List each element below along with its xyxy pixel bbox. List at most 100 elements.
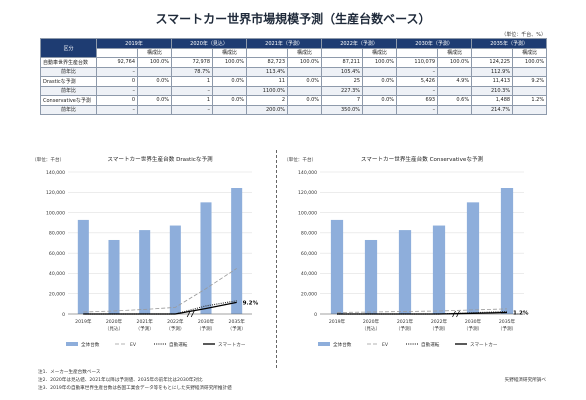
- legend-label: 全体台数: [81, 341, 100, 348]
- row-yoy-label: 前年比: [40, 66, 97, 77]
- x-tick-label: （予測）: [227, 325, 245, 332]
- x-tick-label: 2030年: [198, 318, 215, 325]
- legend-label: スマートカー: [470, 342, 498, 348]
- header-year: 2020年（見込）: [171, 38, 248, 49]
- note-3: 注3．2019年の自動車世界生産台数は各国工業会データ等をもとにした矢野経済研究…: [38, 386, 232, 391]
- legend-swatch: [318, 342, 330, 346]
- x-tick-label: 2021年: [137, 318, 154, 325]
- cell-value: 25: [321, 76, 364, 87]
- y-tick-label: 140,000: [298, 170, 317, 176]
- bar: [169, 225, 181, 314]
- cell-yoy-blank: [512, 85, 548, 96]
- legend-label: スマートカー: [218, 342, 246, 348]
- cell-value: 1: [171, 95, 214, 106]
- row-label: Conservativeな予測: [40, 95, 97, 106]
- cell-value: 0: [96, 95, 138, 106]
- legend-label: 自動運転: [169, 341, 188, 348]
- cell-value: 1,488: [471, 95, 514, 106]
- table-row: 自動車世界生産台数 92,764 100.0% 72,978 100.0% 82,723 1…: [40, 57, 548, 68]
- cell-yoy-blank: [287, 104, 323, 115]
- bar: [231, 188, 243, 314]
- x-tick-label: （予測）: [430, 325, 448, 332]
- header-blank: [246, 47, 289, 58]
- cell-value: 110,079: [396, 57, 439, 68]
- cell-value: 87,211: [321, 57, 364, 68]
- cell-yoy: 227.3%: [321, 85, 364, 96]
- x-tick-label: （予測）: [135, 325, 153, 332]
- cell-share: 0.0%: [212, 76, 248, 87]
- share-annotation: 1.2%: [513, 310, 529, 316]
- cell-yoy: –: [396, 104, 439, 115]
- bar: [364, 239, 378, 314]
- legend-label: EV: [382, 342, 389, 348]
- header-blank: [396, 47, 439, 58]
- header-year: 2021年（予測）: [246, 38, 323, 49]
- x-tick-label: （予測）: [464, 325, 482, 332]
- cell-value: 11,413: [471, 76, 514, 87]
- y-tick-label: 100,000: [46, 210, 65, 216]
- x-tick-label: 2021年: [397, 318, 414, 325]
- note-1: 注1．メーカー生産台数ベース: [38, 370, 101, 375]
- y-tick-label: 80,000: [49, 231, 65, 237]
- table-row-yoy: 前年比 – –1100.0% 227.3% –210.3%: [40, 85, 548, 96]
- cell-yoy-blank: [136, 66, 173, 77]
- cell-yoy: 1100.0%: [246, 85, 289, 96]
- cell-yoy-blank: [136, 104, 173, 115]
- bar: [77, 219, 89, 314]
- header-year: 2030年（予測）: [396, 38, 473, 49]
- cell-share: 9.2%: [512, 76, 548, 87]
- header-blank: [171, 47, 214, 58]
- y-tick-label: 100,000: [298, 210, 317, 216]
- cell-share: 100.0%: [512, 57, 548, 68]
- bar: [200, 202, 212, 314]
- panel-divider: [276, 150, 277, 368]
- cell-yoy: 78.7%: [171, 66, 214, 77]
- cell-value: 11: [246, 76, 289, 87]
- row-label: 自動車世界生産台数: [40, 57, 97, 68]
- cell-value: 92,764: [96, 57, 138, 68]
- cell-yoy: –: [396, 85, 439, 96]
- page-title: スマートカー世界市場規模予測（生産台数ベース）: [155, 12, 431, 26]
- chart-drastic: （単位：千台） スマートカー世界生産台数 Drasticな予測 0 20,000 40,…: [32, 155, 259, 348]
- cell-share: 100.0%: [362, 57, 398, 68]
- header-share: 構成比: [287, 47, 323, 58]
- bar: [108, 239, 120, 314]
- chart-title: スマートカー世界生産台数 Drasticな予測: [107, 155, 213, 163]
- header-corner: 区分: [40, 38, 97, 58]
- series-line: [83, 301, 237, 315]
- cell-yoy-blank: [437, 66, 473, 77]
- cell-yoy-blank: [512, 66, 548, 77]
- chart-panel-drastic: （単位：千台） スマートカー世界生産台数 Drasticな予測 0 20,000 40,…: [30, 150, 274, 370]
- y-tick-label: 120,000: [46, 190, 65, 196]
- y-tick-label: 40,000: [301, 271, 317, 277]
- cell-yoy: –: [171, 104, 214, 115]
- unit-label: （単位：千台、%）: [501, 32, 546, 38]
- cell-yoy-blank: [362, 104, 398, 115]
- header-share: 構成比: [362, 47, 398, 58]
- y-tick-label: 0: [62, 312, 65, 318]
- x-tick-label: （予測）: [166, 325, 184, 332]
- header-blank: [96, 47, 138, 58]
- cell-yoy: –: [96, 66, 138, 77]
- table-row-yoy: 前年比 – –200.0% 350.0% –214.7%: [40, 104, 548, 115]
- legend-label: EV: [130, 342, 137, 348]
- chart-panel-conservative: （単位：千台） スマートカー世界生産台数 Conservativeな予測 0 20,0…: [282, 150, 546, 370]
- y-tick-label: 60,000: [49, 251, 65, 257]
- header-share: 構成比: [136, 47, 173, 58]
- cell-share: 0.0%: [362, 95, 398, 106]
- x-tick-label: （見込）: [362, 325, 380, 332]
- x-tick-label: （見込）: [105, 325, 123, 332]
- chart-title: スマートカー世界生産台数 Conservativeな予測: [361, 155, 484, 163]
- unit-label: （単位：千台）: [32, 156, 64, 163]
- cell-yoy-blank: [136, 85, 173, 96]
- header-blank: [471, 47, 514, 58]
- x-tick-label: 2019年: [329, 318, 346, 325]
- y-tick-label: 40,000: [49, 271, 65, 277]
- series-line: [336, 308, 508, 313]
- header-year: 2019年: [95, 38, 173, 49]
- cell-value: 72,978: [171, 57, 214, 68]
- unit-label: （単位：千台）: [284, 156, 316, 163]
- cell-share: 100.0%: [287, 57, 323, 68]
- cell-yoy-blank: [287, 85, 323, 96]
- x-tick-label: 2019年: [75, 318, 92, 325]
